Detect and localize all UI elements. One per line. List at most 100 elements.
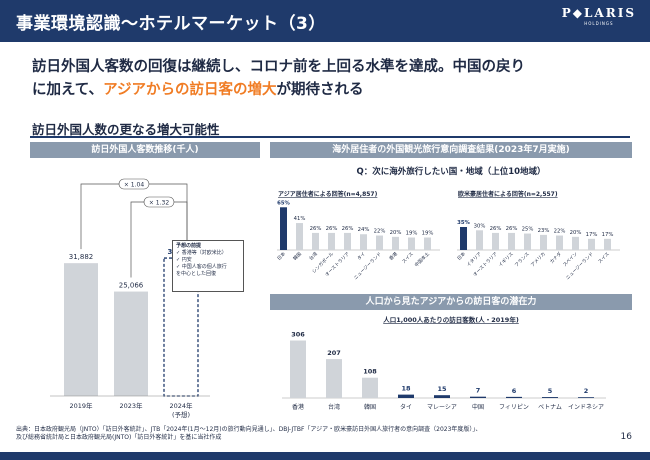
bar-value-label: 17% [586,232,598,238]
source-footnote: 出典：日本政府観光局（JNTO）「訪日外客統計」、JTB「2024年(1月～12… [16,426,606,442]
note-item: ✓ 香港等（対欧米比） [176,250,227,256]
category-label: ニュージーランド [353,251,383,281]
category-label: マレーシア [427,404,457,411]
intention-bar [524,233,531,250]
category-label: 台湾 [307,250,319,262]
west-group-label: 欧米豪居住者による回答(n=2,557) [458,190,558,198]
page-number: 16 [620,432,632,442]
intention-bar [540,234,547,250]
intention-bar [556,235,563,250]
forecast-assumption-note: 予想の前提 ✓ 香港等（対欧米比） ✓ 円安 ✓ 中国人客の個人旅行 を中心とし… [172,240,244,292]
potential-bar [470,396,486,398]
potential-bar [398,394,414,398]
multiplier-badge [143,196,175,208]
bar-value-label: 41% [294,216,306,222]
bar-value-label: 108 [363,368,377,376]
category-label: 香港 [292,403,304,411]
intention-bar [328,232,335,250]
bar-value-label: 26% [506,226,518,232]
note-item: ✓ 中国人客の個人旅行 [176,264,227,270]
bar-value-label: 65% [277,200,290,206]
category-label: スイス [597,251,611,265]
lead-highlight: アジアからの訪日客の増大 [103,82,277,98]
bar-value-label: 19% [406,231,418,237]
bar-value-label: 30% [474,223,486,229]
category-label: 2019年 [69,401,93,410]
survey-question: Q：次に海外旅行したい国・地域（上位10地域） [356,166,545,177]
potential-chart-subtitle: 人口1,000人あたりの訪日客数(人・2019年) [383,315,519,324]
bar-value-label: 26% [326,226,338,232]
category-label: 香港 [387,250,399,262]
bar-value-label: 25% [522,227,534,233]
intention-bar [376,235,383,250]
category-label: 台湾 [328,403,340,411]
category-label: 日本 [275,250,287,262]
bar-value-label: 6 [512,387,517,395]
category-label: ニュージーランド [565,251,595,281]
bar-value-label: 19% [422,231,434,237]
potential-bar [362,377,378,398]
note-title: 予想の前提 [176,243,202,249]
category-label: インドネシア [568,404,604,411]
category-label: 中国本土 [413,250,431,268]
bar-value-label: 22% [554,229,566,235]
intention-bar [280,207,287,250]
category-label: イギリス [498,251,516,269]
visitor-bar [64,263,98,396]
intention-bar [360,234,367,250]
visitor-bar [114,291,148,396]
category-label: タイ [400,403,412,411]
multiplier-badge [118,178,150,190]
header-bar: 事業環境認識～ホテルマーケット（3） P◆LARIS HOLDINGS [0,0,650,42]
category-label: 韓国 [291,250,303,262]
bar-value-label: 18 [401,385,411,393]
category-label: フランス [514,251,531,268]
intention-bar [588,238,595,250]
category-label: 韓国 [364,403,376,411]
asia-group-label: アジア居住者による回答(n=4,857) [278,190,378,198]
footnote-line-1: 出典：日本政府観光局（JNTO）「訪日外客統計」、JTB「2024年(1月～12… [16,426,482,433]
bar-value-label: 17% [602,232,614,238]
bar-value-label: 15 [437,385,447,393]
lead-line-2-post: が期待される [276,82,364,98]
bar-value-label: 207 [327,349,341,357]
bar-value-label: 22% [374,229,386,235]
lead-line-1: 訪日外国人客数の回復は継続し、コロナ前を上回る水準を達成。中国の戻り [32,59,525,75]
potential-bar [506,396,522,398]
bottom-panel-header: 人口から見たアジアからの訪日客の潜在力 [270,294,632,310]
potential-bar [326,359,342,398]
intention-bar [572,236,579,250]
bar-value-label: 2 [584,387,589,395]
note-item: ✓ 円安 [176,257,192,263]
bar-value-label: 23% [538,228,550,234]
bar-value-label: 5 [548,387,553,395]
bar-value-label: 26% [342,226,354,232]
category-label: スイス [401,251,415,265]
bar-value-label: 31,882 [69,253,94,261]
intention-bar [408,237,415,250]
intention-bar [508,232,515,250]
bar-value-label: 20% [390,230,402,236]
bar-value-label: 20% [570,230,582,236]
section-divider [30,136,630,138]
category-label: 中国 [472,403,484,411]
bar-value-label: 26% [490,226,502,232]
intention-bar [296,223,303,250]
category-label: フィリピン [499,404,529,411]
intention-bar [604,238,611,250]
potential-bar [542,397,558,398]
company-logo: P◆LARIS HOLDINGS [562,6,636,26]
intention-bar [424,237,431,250]
category-label: カナダ [548,250,563,265]
right-panel-header: 海外居住者の外国観光旅行意向調査結果(2023年7月実施) [270,142,632,158]
logo-subtext: HOLDINGS [584,21,614,26]
multiplier-label: × 1.04 [124,182,144,189]
footer-bar [0,452,650,460]
category-label: タイ [355,250,366,261]
footnote-line-2: 及び総務省統計局と日本政府観光局(JNTO)「訪日外客統計」を基に当社作成 [16,434,222,441]
bar-value-label: 35% [457,220,470,226]
category-label: 2023年 [119,401,143,410]
left-panel-header: 訪日外国人客数推移(千人) [30,142,260,158]
intention-bar [344,232,351,250]
note-item: を中心とした回復 [176,271,217,277]
